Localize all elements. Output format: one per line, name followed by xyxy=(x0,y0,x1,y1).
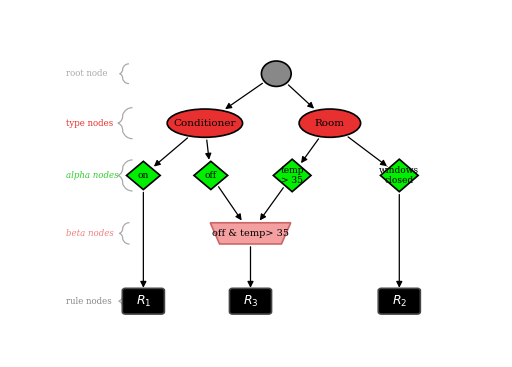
FancyBboxPatch shape xyxy=(378,288,420,314)
Text: beta nodes: beta nodes xyxy=(66,229,114,238)
Text: Conditioner: Conditioner xyxy=(174,119,236,128)
Polygon shape xyxy=(210,223,291,244)
Text: off: off xyxy=(205,171,217,180)
Text: Room: Room xyxy=(315,119,345,128)
Text: temp
> 35: temp > 35 xyxy=(281,166,304,185)
Ellipse shape xyxy=(299,109,360,137)
Ellipse shape xyxy=(167,109,243,137)
FancyBboxPatch shape xyxy=(229,288,271,314)
Polygon shape xyxy=(126,161,160,190)
Text: $R_1$: $R_1$ xyxy=(136,294,151,309)
Text: type nodes: type nodes xyxy=(66,119,113,128)
Text: on: on xyxy=(138,171,149,180)
Text: rule nodes: rule nodes xyxy=(66,297,112,306)
Text: $R_3$: $R_3$ xyxy=(243,294,258,309)
Text: alpha nodes: alpha nodes xyxy=(66,171,118,180)
Text: root node: root node xyxy=(66,69,108,78)
Text: off & temp> 35: off & temp> 35 xyxy=(212,229,289,238)
Polygon shape xyxy=(273,159,311,192)
Polygon shape xyxy=(380,159,418,192)
Polygon shape xyxy=(194,161,228,190)
FancyBboxPatch shape xyxy=(122,288,164,314)
Ellipse shape xyxy=(262,61,291,87)
Text: windows
closed: windows closed xyxy=(379,166,419,185)
Text: $R_2$: $R_2$ xyxy=(392,294,407,309)
